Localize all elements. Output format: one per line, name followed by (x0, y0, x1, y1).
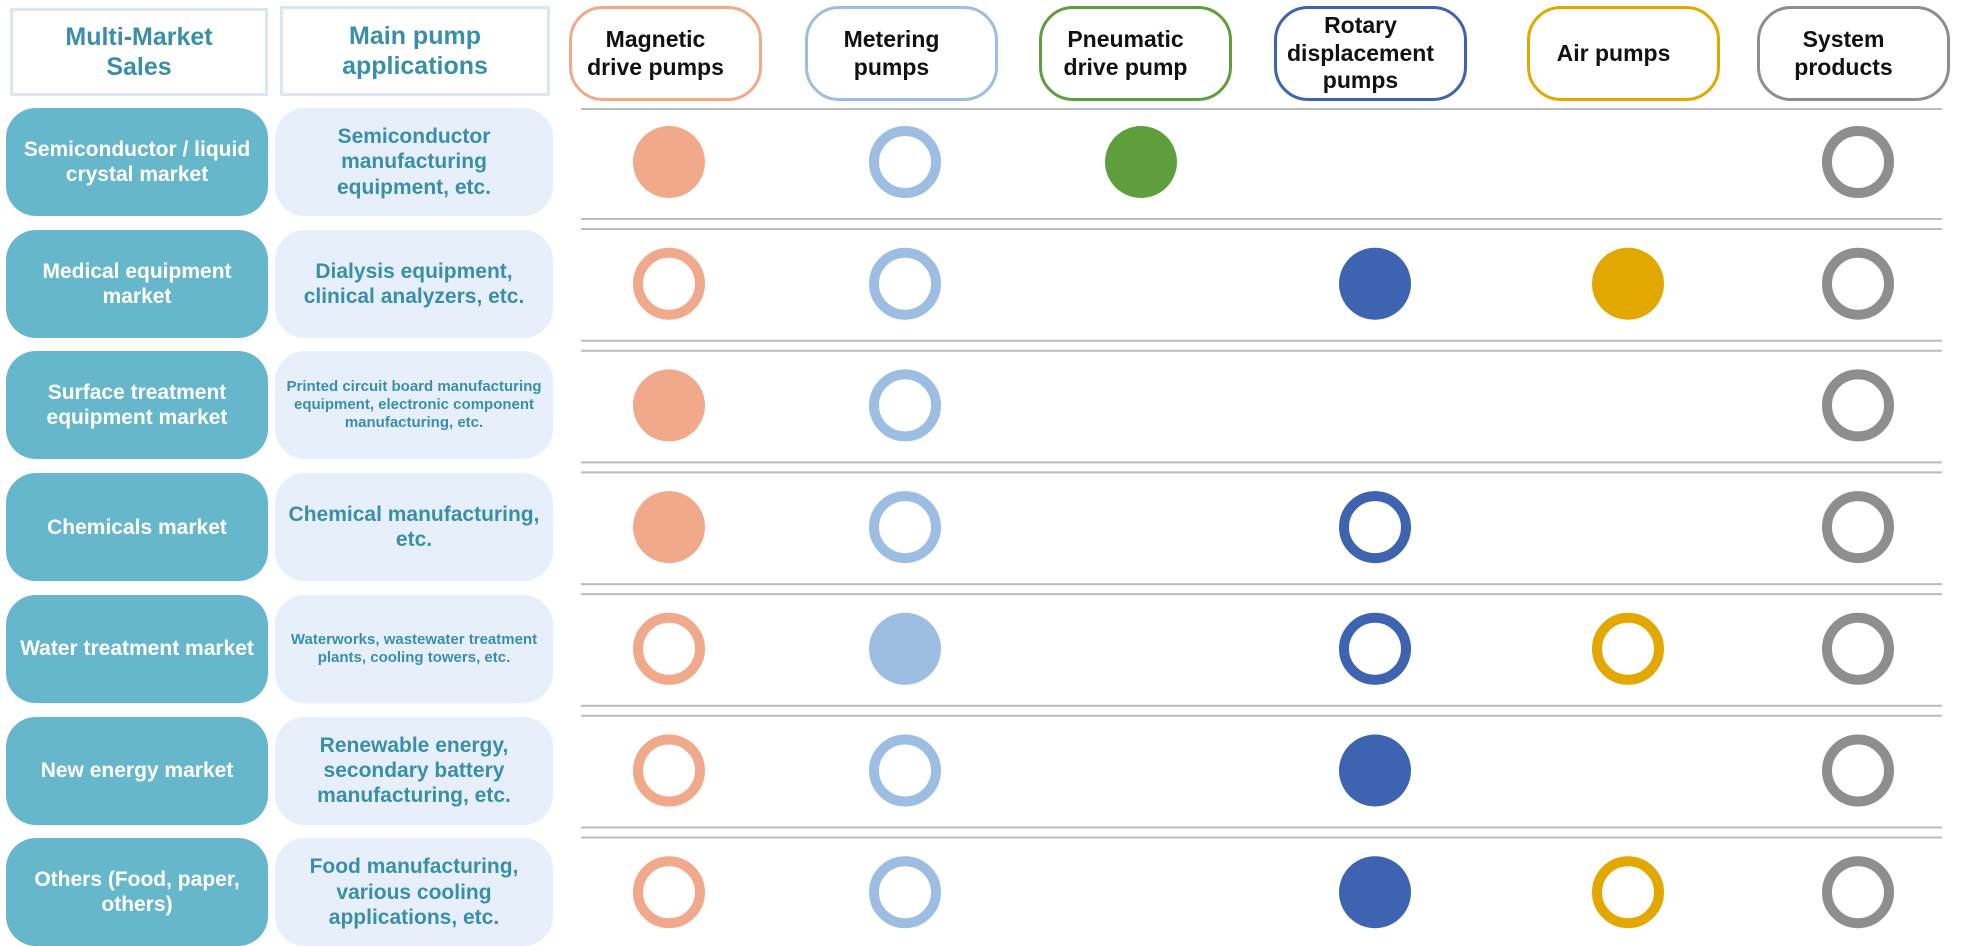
market-label: Surface treatment equipment market (6, 351, 268, 460)
filled-mark (1339, 734, 1411, 807)
column-header: Air pumps (1527, 6, 1720, 101)
hollow-mark (1822, 491, 1894, 564)
application-label: Semiconductor manufacturing equipment, e… (275, 108, 553, 216)
hollow-mark (869, 734, 941, 807)
column-header: Metering pumps (805, 6, 998, 101)
hollow-mark (1822, 856, 1894, 929)
hollow-mark (1822, 369, 1894, 442)
hollow-mark (633, 734, 705, 807)
filled-mark (1105, 126, 1177, 198)
hollow-mark (869, 369, 941, 442)
hollow-mark (633, 612, 705, 685)
hollow-mark (1822, 126, 1894, 198)
application-label: Printed circuit board manufacturing equi… (275, 351, 553, 460)
filled-mark (1339, 247, 1411, 320)
hollow-mark (1822, 247, 1894, 320)
market-label: Water treatment market (6, 594, 268, 703)
hollow-mark (1822, 734, 1894, 807)
hollow-mark (633, 856, 705, 929)
application-label: Food manufacturing, various cooling appl… (275, 838, 553, 946)
hollow-mark (1592, 856, 1664, 929)
market-label: Chemicals market (6, 473, 268, 582)
hollow-mark (1592, 612, 1664, 685)
hollow-mark (869, 856, 941, 929)
application-label: Waterworks, wastewater treatment plants,… (275, 594, 553, 703)
filled-mark (633, 491, 705, 564)
market-header: Multi-Market Sales (10, 8, 268, 96)
market-label: Others (Food, paper, others) (6, 838, 268, 946)
hollow-mark (869, 247, 941, 320)
hollow-mark (1339, 612, 1411, 685)
market-label: Medical equipment market (6, 229, 268, 338)
application-label: Renewable energy, secondary battery manu… (275, 716, 553, 825)
hollow-mark (869, 491, 941, 564)
column-header: Magnetic drive pumps (569, 6, 762, 101)
hollow-mark (633, 247, 705, 320)
applications-header: Main pump applications (280, 6, 550, 96)
filled-mark (1592, 247, 1664, 320)
market-label: New energy market (6, 716, 268, 825)
filled-mark (869, 612, 941, 685)
hollow-mark (1339, 491, 1411, 564)
filled-mark (633, 369, 705, 442)
filled-mark (633, 126, 705, 198)
column-header: Pneumatic drive pump (1039, 6, 1232, 101)
hollow-mark (869, 126, 941, 198)
column-header: Rotary displacement pumps (1274, 6, 1467, 101)
market-label: Semiconductor / liquid crystal market (6, 108, 268, 216)
hollow-mark (1822, 612, 1894, 685)
column-header: System products (1757, 6, 1950, 101)
filled-mark (1339, 856, 1411, 929)
application-label: Chemical manufacturing, etc. (275, 473, 553, 582)
application-label: Dialysis equipment, clinical analyzers, … (275, 229, 553, 338)
